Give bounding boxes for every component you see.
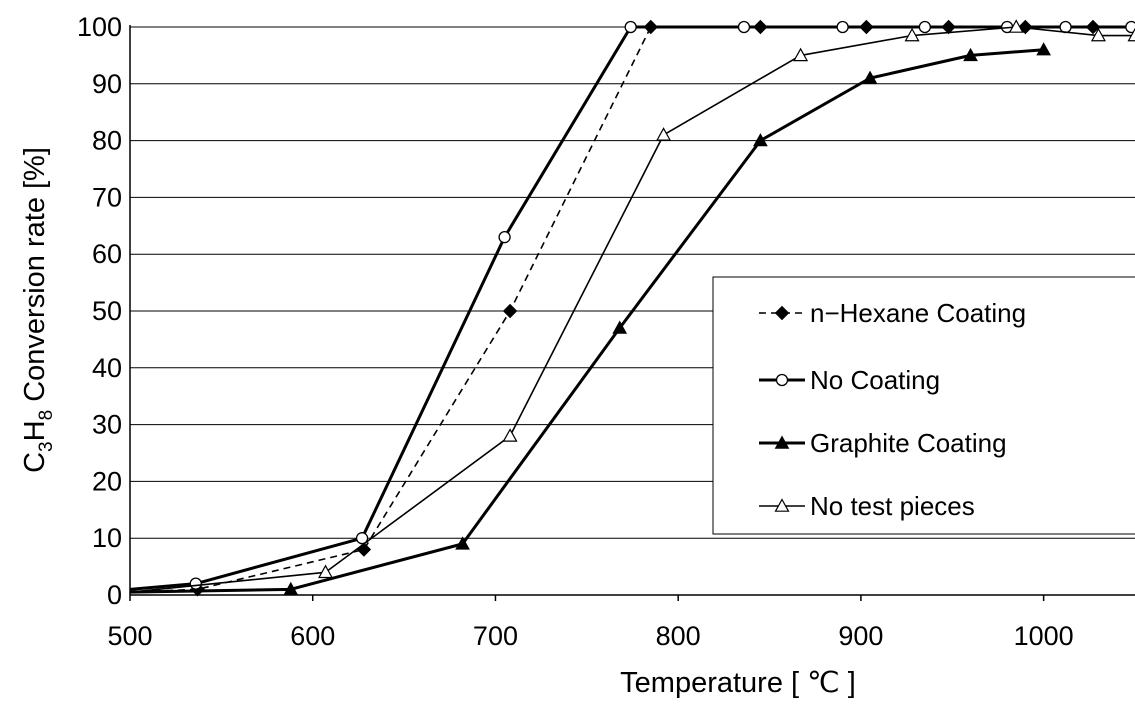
legend-marker: [774, 435, 790, 449]
x-tick-label: 900: [838, 621, 883, 651]
legend-label: n−Hexane Coating: [810, 298, 1026, 328]
y-label-c-sub: 3: [36, 441, 57, 452]
data-point: [502, 303, 518, 319]
series-1: [129, 20, 1135, 591]
legend: n−Hexane Coating No Coating Graphite Coati…: [712, 276, 1135, 535]
y-tick-label: 30: [92, 410, 122, 440]
tick-labels: 0 10 20 30 40 50 60 70 80 90 100 500 600 700 800 900 100…: [77, 12, 1074, 651]
y-tick-label: 0: [107, 580, 122, 610]
data-point: [963, 47, 978, 62]
data-point: [904, 27, 920, 42]
y-tick-label: 40: [92, 353, 122, 383]
data-point: [1127, 27, 1135, 42]
data-point: [189, 577, 202, 590]
series-2: [129, 42, 1051, 596]
data-point: [612, 320, 628, 334]
legend-label: No Coating: [810, 365, 940, 395]
series-line: [129, 48, 1044, 594]
data-point: [624, 20, 637, 34]
data-point: [836, 20, 849, 34]
y-tick-label: 70: [92, 182, 122, 212]
legend-item: Graphite Coating: [759, 428, 1007, 458]
data-point: [455, 536, 470, 550]
y-tick-label: 50: [92, 296, 122, 326]
data-point: [356, 542, 372, 557]
series-3: [129, 19, 1135, 593]
x-tick-label: 600: [290, 621, 335, 651]
y-tick-label: 90: [92, 69, 122, 99]
data-point: [317, 564, 334, 579]
legend-marker: [774, 305, 790, 321]
data-point: [753, 133, 768, 147]
data-point: [1059, 20, 1072, 34]
axes: [129, 25, 1135, 601]
legend-item: No Coating: [759, 365, 940, 395]
y-tick-label: 100: [77, 12, 122, 42]
legend-item: n−Hexane Coating: [759, 298, 1026, 328]
y-label-h: H: [19, 420, 51, 441]
y-tick-label: 20: [92, 466, 122, 496]
data-point: [737, 20, 751, 34]
legend-item: No test pieces: [759, 491, 975, 521]
data-point: [656, 127, 672, 141]
x-tick-label: 500: [107, 621, 152, 651]
data-point: [862, 70, 878, 84]
legend-label: No test pieces: [810, 491, 975, 521]
data-point: [1008, 19, 1024, 33]
data-point: [1090, 27, 1106, 42]
y-axis-label: C3H8 Conversion rate [%]: [19, 147, 57, 473]
y-tick-label: 10: [92, 523, 122, 553]
data-point: [355, 532, 369, 545]
x-axis-label: Temperature [ ℃ ]: [620, 667, 856, 699]
data-point: [1036, 42, 1051, 56]
y-tick-label: 60: [92, 239, 122, 269]
data-point: [793, 47, 809, 62]
y-label-h-sub: 8: [36, 410, 57, 421]
legend-marker: [774, 498, 790, 512]
data-point: [1125, 20, 1135, 34]
data-point: [498, 231, 511, 244]
legend-box: [712, 276, 1135, 535]
y-label-rest: Conversion rate [%]: [19, 147, 51, 410]
x-tick-label: 700: [473, 621, 518, 651]
legend-label: Graphite Coating: [810, 428, 1007, 458]
series-layer: [129, 19, 1135, 597]
x-tick-label: 800: [656, 621, 701, 651]
x-tick-label: 1000: [1014, 621, 1074, 651]
data-point: [918, 20, 932, 34]
y-label-c: C: [19, 452, 51, 473]
data-point: [502, 428, 518, 442]
y-tick-label: 80: [92, 126, 122, 156]
legend-marker: [775, 373, 789, 387]
